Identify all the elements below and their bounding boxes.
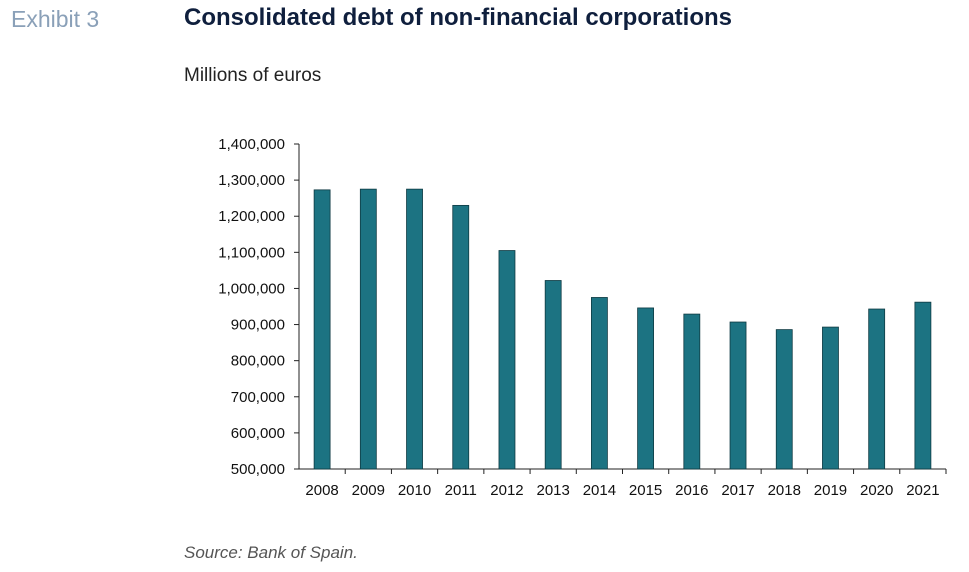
y-tick-label: 1,400,000 — [218, 136, 285, 153]
x-tick-label: 2014 — [583, 482, 616, 499]
bar — [637, 307, 655, 470]
y-tick-label: 1,100,000 — [218, 244, 285, 261]
bar — [775, 329, 793, 470]
y-tick-label: 900,000 — [231, 317, 285, 334]
x-tick-label: 2020 — [860, 482, 893, 499]
units-label: Millions of euros — [184, 65, 322, 86]
x-tick-label: 2017 — [721, 482, 754, 499]
y-tick-label: 1,200,000 — [218, 208, 285, 225]
x-tick-label: 2012 — [490, 482, 523, 499]
x-tick-label: 2011 — [445, 482, 477, 499]
bar — [313, 189, 331, 470]
bar — [544, 280, 562, 470]
y-tick-label: 1,000,000 — [218, 280, 285, 297]
y-tick-label: 700,000 — [231, 389, 285, 406]
bar — [498, 250, 516, 470]
bar — [729, 321, 747, 470]
bar — [683, 313, 701, 470]
x-tick-label: 2016 — [675, 482, 708, 499]
x-tick-label: 2021 — [906, 482, 939, 499]
x-tick-label: 2010 — [398, 482, 431, 499]
bar — [822, 326, 839, 470]
chart-title: Consolidated debt of non-financial corpo… — [184, 4, 733, 31]
bar — [590, 297, 608, 470]
exhibit-label: Exhibit 3 — [11, 6, 100, 32]
y-tick-label: 600,000 — [231, 425, 285, 442]
y-tick-label: 800,000 — [231, 353, 285, 370]
x-tick-label: 2015 — [629, 482, 662, 499]
x-tick-label: 2008 — [305, 482, 338, 499]
x-tick-label: 2009 — [352, 482, 385, 499]
y-tick-label: 1,300,000 — [218, 172, 285, 189]
bar — [406, 188, 423, 470]
bar — [914, 301, 932, 470]
x-tick-label: 2013 — [536, 482, 569, 499]
bar — [452, 204, 470, 470]
y-tick-label: 500,000 — [231, 461, 285, 478]
x-tick-label: 2019 — [814, 482, 847, 499]
bar — [868, 308, 886, 470]
bar — [359, 188, 377, 470]
x-tick-label: 2018 — [768, 482, 801, 499]
source-note: Source: Bank of Spain. — [184, 543, 358, 562]
